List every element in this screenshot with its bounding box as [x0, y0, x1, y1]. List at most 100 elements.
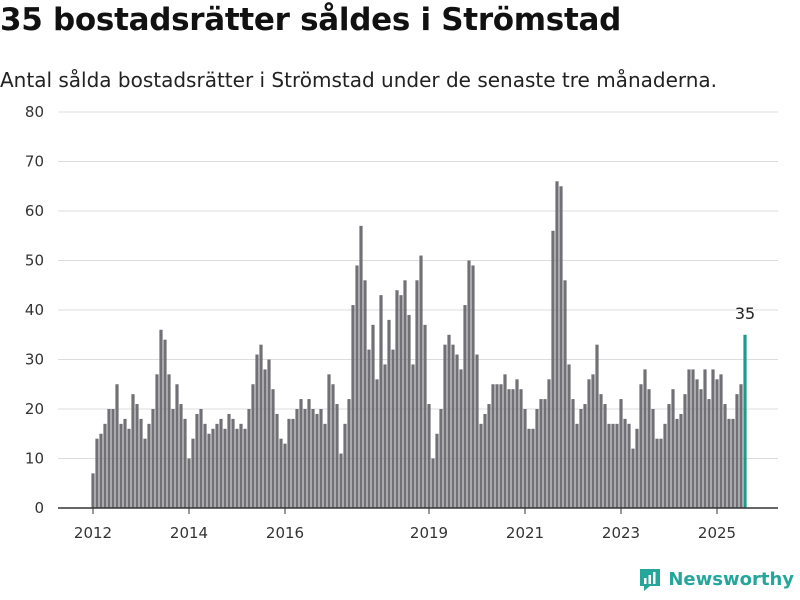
- bar: [495, 384, 499, 508]
- bar: [243, 428, 247, 508]
- bar: [291, 418, 295, 508]
- bar: [199, 409, 203, 508]
- bar: [647, 389, 651, 508]
- bar: [739, 384, 743, 508]
- bar: [131, 394, 135, 508]
- bar: [367, 349, 371, 508]
- bar: [335, 404, 339, 508]
- y-tick-label: 0: [34, 499, 44, 517]
- bar: [423, 324, 427, 508]
- bar: [595, 344, 599, 508]
- bar: [607, 423, 611, 508]
- bar: [719, 374, 723, 508]
- bar: [287, 418, 291, 508]
- bar: [379, 295, 383, 508]
- y-tick-label: 80: [25, 103, 44, 121]
- bar: [483, 413, 487, 508]
- bar: [451, 344, 455, 508]
- bar: [675, 418, 679, 508]
- bar: [283, 443, 287, 508]
- x-tick-label: 2023: [602, 524, 640, 542]
- bar: [91, 473, 95, 508]
- bar: [571, 399, 575, 508]
- bar: [599, 394, 603, 508]
- bar: [235, 428, 239, 508]
- bar: [659, 438, 663, 508]
- bar: [267, 359, 271, 508]
- bar: [691, 369, 695, 508]
- bar: [535, 409, 539, 508]
- bar: [583, 404, 587, 508]
- bar: [387, 319, 391, 508]
- bar: [687, 369, 691, 508]
- bar: [139, 418, 143, 508]
- bar: [159, 329, 163, 508]
- bar: [295, 409, 299, 508]
- bar: [639, 384, 643, 508]
- bar: [619, 399, 623, 508]
- bar: [667, 404, 671, 508]
- bar: [375, 379, 379, 508]
- bar: [151, 409, 155, 508]
- bar: [547, 379, 551, 508]
- bar: [635, 428, 639, 508]
- bar: [671, 389, 675, 508]
- bar: [575, 423, 579, 508]
- bar: [179, 404, 183, 508]
- bar: [239, 423, 243, 508]
- bar: [355, 265, 359, 508]
- bar: [651, 409, 655, 508]
- chart-subtitle: Antal sålda bostadsrätter i Strömstad un…: [0, 68, 718, 92]
- bar: [403, 280, 407, 508]
- bar: [211, 428, 215, 508]
- bar: [663, 423, 667, 508]
- bar: [383, 364, 387, 508]
- bar: [443, 344, 447, 508]
- bar: [147, 423, 151, 508]
- bar: [503, 374, 507, 508]
- y-tick-label: 10: [25, 450, 44, 468]
- bar: [587, 379, 591, 508]
- bar: [683, 394, 687, 508]
- chart-title: 35 bostadsrätter såldes i Strömstad: [0, 2, 621, 38]
- bar: [315, 413, 319, 508]
- y-tick-label: 60: [25, 202, 44, 220]
- bar: [415, 280, 419, 508]
- bar: [539, 399, 543, 508]
- bar: [455, 354, 459, 508]
- bar: [511, 389, 515, 508]
- bar: [439, 409, 443, 508]
- bar: [111, 409, 115, 508]
- bar: [467, 260, 471, 508]
- bar: [631, 448, 635, 508]
- bar: [255, 354, 259, 508]
- bar: [123, 418, 127, 508]
- bar: [459, 369, 463, 508]
- bar: [411, 364, 415, 508]
- bar: [567, 364, 571, 508]
- bar: [563, 280, 567, 508]
- bar: [579, 409, 583, 508]
- bar: [435, 433, 439, 508]
- x-tick-label: 2012: [74, 524, 112, 542]
- bar: [171, 409, 175, 508]
- bar: [479, 423, 483, 508]
- bar: [531, 428, 535, 508]
- bar: [347, 399, 351, 508]
- y-tick-label: 70: [25, 153, 44, 171]
- bar: [103, 423, 107, 508]
- bar: [227, 413, 231, 508]
- bar: [231, 418, 235, 508]
- bar: [359, 225, 363, 508]
- bar: [259, 344, 263, 508]
- bar: [471, 265, 475, 508]
- bar: [307, 399, 311, 508]
- bar: [299, 399, 303, 508]
- newsworthy-logo-icon: [640, 569, 661, 591]
- bar: [543, 399, 547, 508]
- bar: [523, 409, 527, 508]
- bar: [735, 394, 739, 508]
- bar: [487, 404, 491, 508]
- bar: [107, 409, 111, 508]
